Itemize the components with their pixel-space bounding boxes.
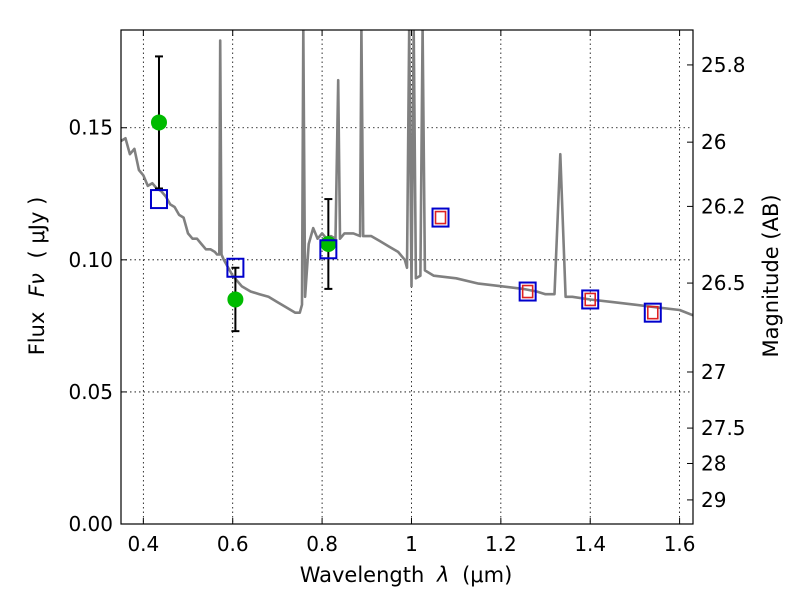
x-tick-label: 1 bbox=[405, 532, 418, 556]
model-spectrum-line bbox=[121, 30, 693, 317]
y-tick-label: 0.15 bbox=[68, 116, 113, 140]
x-tick-label: 1.4 bbox=[574, 532, 606, 556]
y-tick-label: 0.10 bbox=[68, 248, 113, 272]
observed-flux-point bbox=[227, 291, 244, 308]
y2-tick-label: 27.5 bbox=[701, 416, 746, 440]
model-flux-small-square bbox=[434, 210, 447, 225]
y2-tick-label: 26 bbox=[701, 130, 726, 154]
x-axis-label: Wavelength λ (μm) bbox=[300, 563, 513, 587]
model-flux-square bbox=[149, 189, 168, 210]
model-flux-square bbox=[581, 289, 600, 310]
plot-frame bbox=[120, 29, 694, 525]
model-flux-square bbox=[319, 239, 338, 260]
y2-tick-label: 27 bbox=[701, 360, 726, 384]
data-points bbox=[149, 55, 662, 333]
observed-flux-point bbox=[150, 114, 167, 131]
x-tick-label: 1.2 bbox=[485, 532, 517, 556]
y2-axis-label: Magnitude (AB) bbox=[759, 194, 783, 357]
observed-flux-point bbox=[320, 235, 337, 252]
model-flux-square bbox=[431, 207, 450, 228]
model-flux-small-square bbox=[584, 292, 597, 307]
y-axis-label: Flux Fν ( μJy ) bbox=[25, 197, 49, 356]
model-flux-square bbox=[643, 302, 662, 323]
axis-ticks: 0.4 0.6 0.8 1 1.2 1.4 1.6 0.00 0.05 0.10 0.15 25.8 2… bbox=[68, 30, 746, 556]
x-tick-label: 0.4 bbox=[127, 532, 159, 556]
y2-tick-label: 26.2 bbox=[701, 194, 746, 218]
y-tick-label: 0.00 bbox=[68, 512, 113, 536]
model-flux-small-square bbox=[646, 305, 659, 320]
x-tick-label: 0.6 bbox=[217, 532, 249, 556]
x-tick-label: 1.6 bbox=[664, 532, 696, 556]
y2-tick-label: 25.8 bbox=[701, 53, 746, 77]
y-tick-label: 0.05 bbox=[68, 380, 113, 404]
y2-tick-label: 28 bbox=[701, 451, 726, 475]
y2-tick-label: 29 bbox=[701, 488, 726, 512]
y2-tick-label: 26.5 bbox=[701, 271, 746, 295]
model-flux-square bbox=[518, 281, 537, 302]
x-tick-label: 0.8 bbox=[306, 532, 338, 556]
model-flux-small-square bbox=[521, 284, 534, 299]
grid bbox=[121, 30, 693, 525]
model-flux-square bbox=[226, 257, 245, 278]
